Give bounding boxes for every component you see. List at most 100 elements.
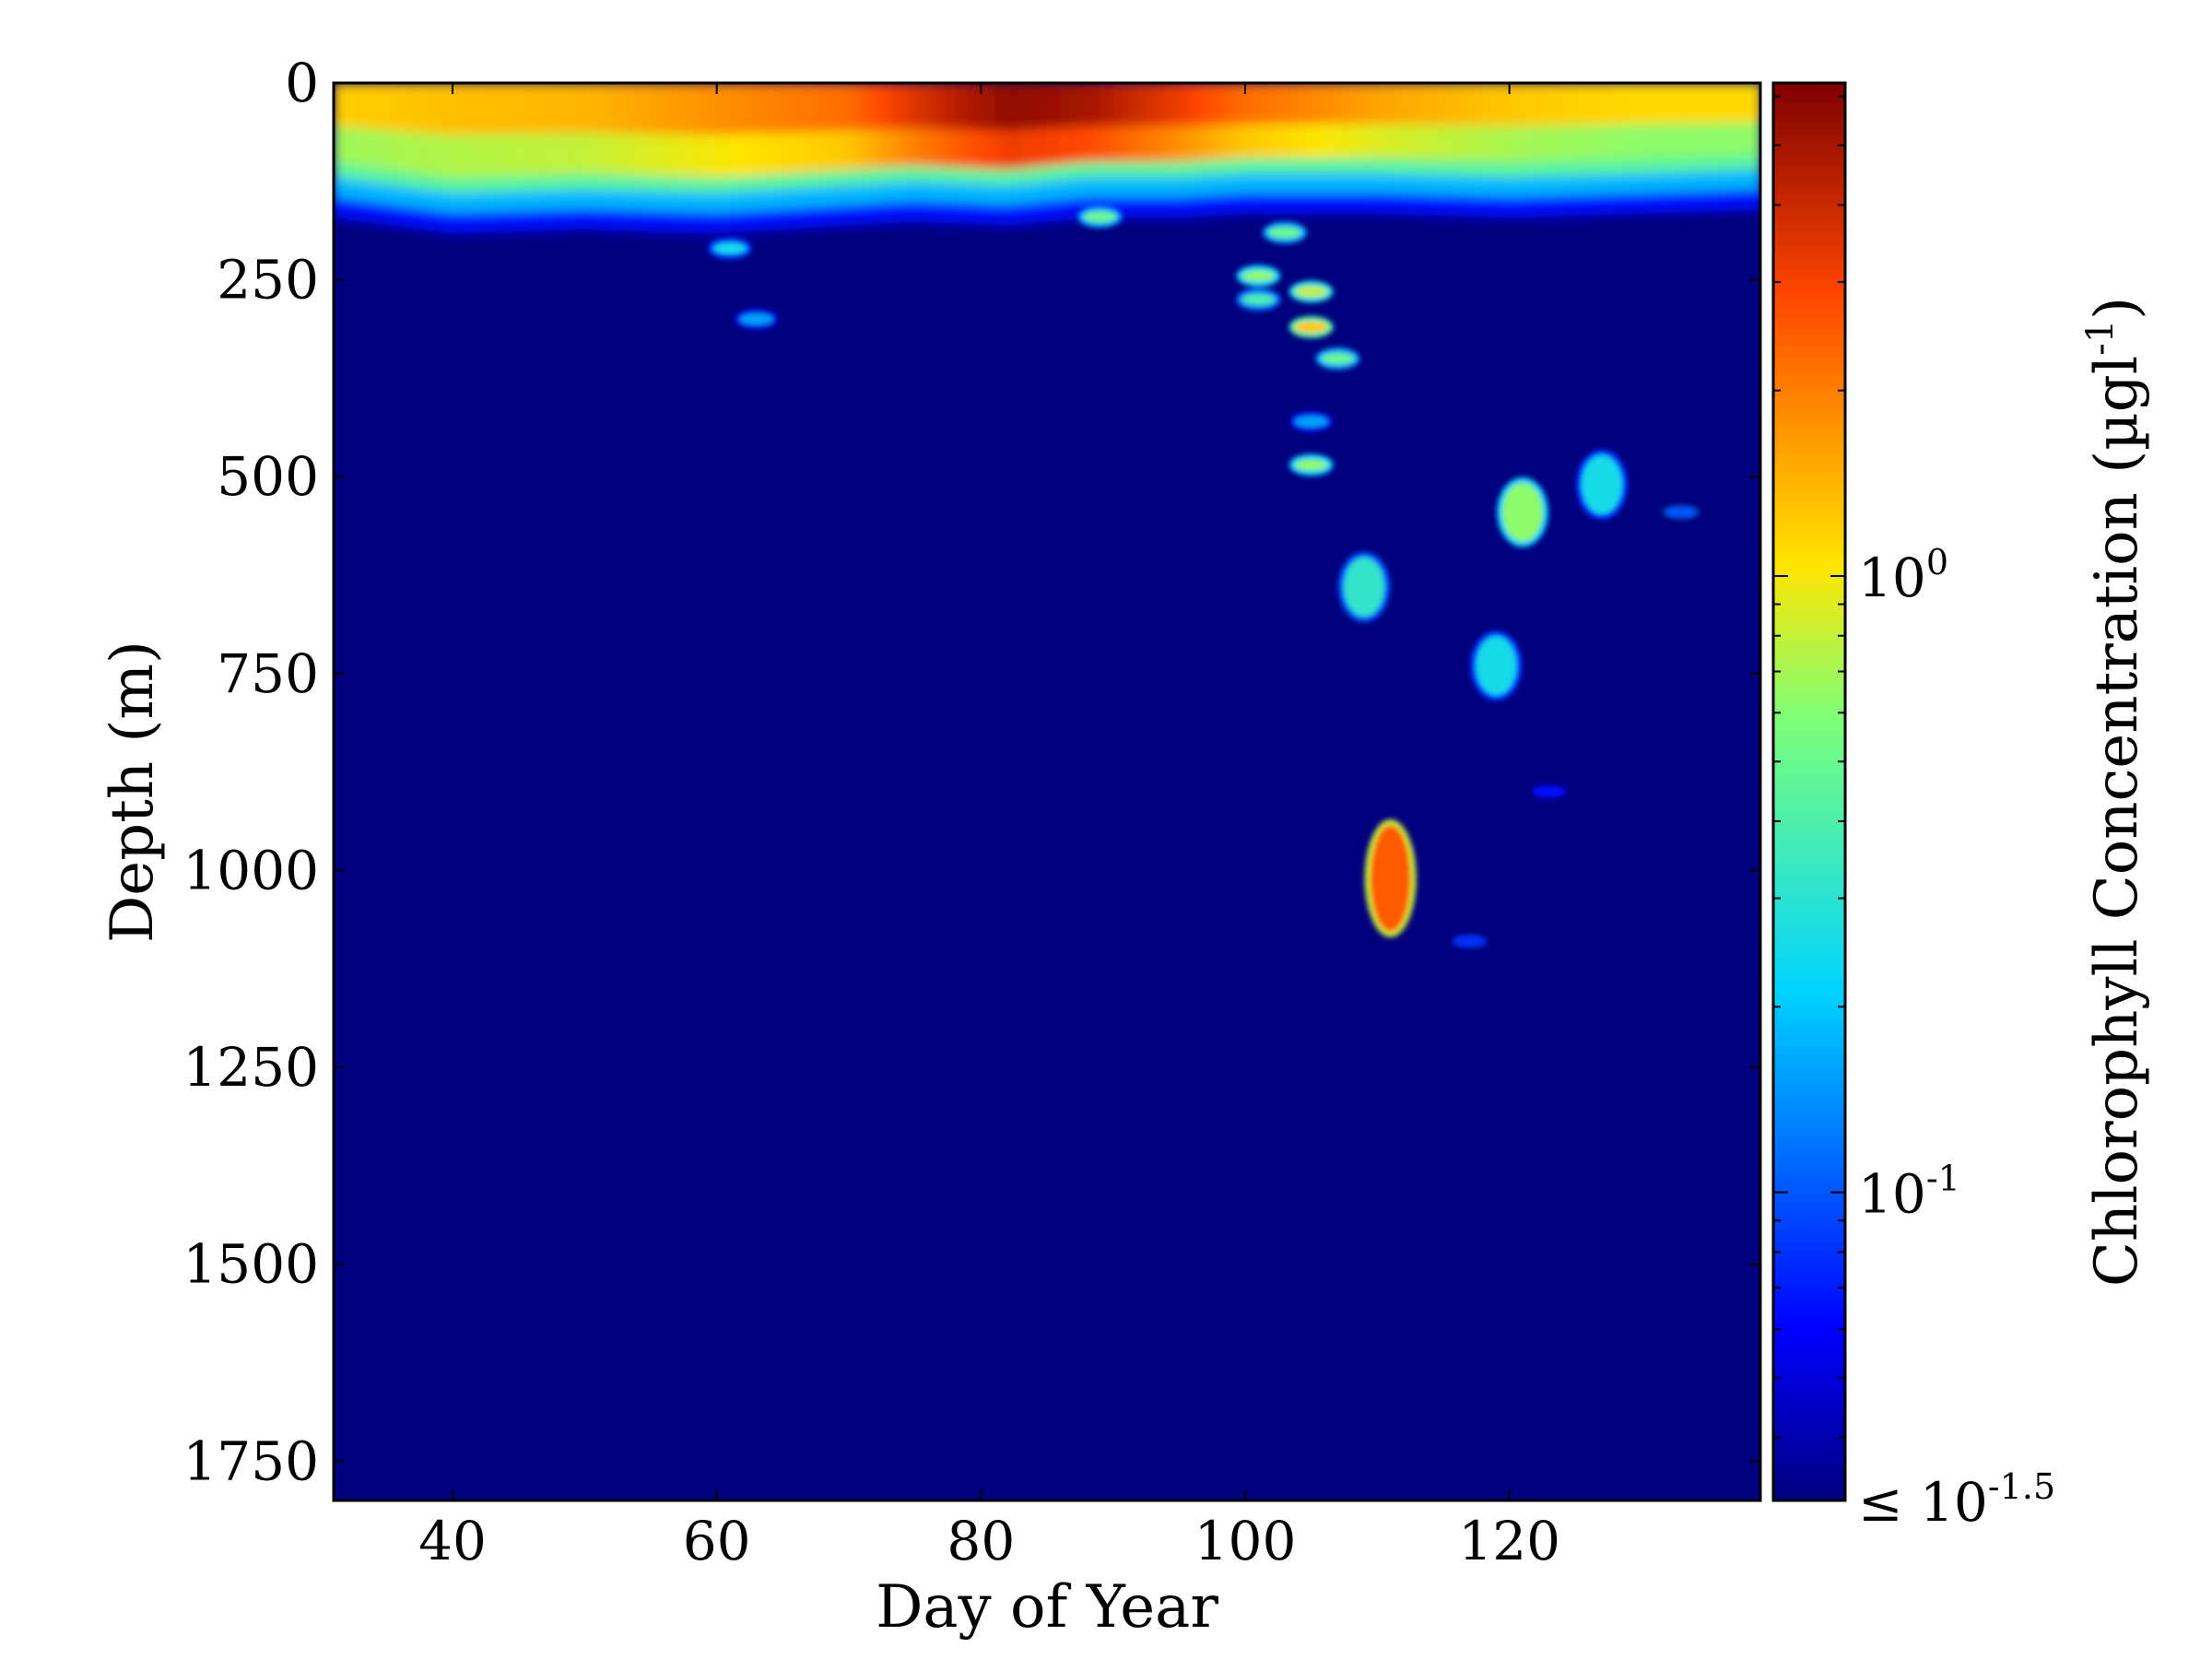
y-tick-label: 250 [217, 249, 319, 312]
surface-cell [1535, 176, 1550, 197]
patch [1344, 557, 1384, 617]
surface-cell [624, 190, 639, 212]
surface-cell [505, 175, 520, 193]
surface-cell [465, 176, 480, 194]
surface-cell [1206, 124, 1220, 161]
surface-cell [1548, 83, 1563, 127]
surface-cell [1417, 194, 1431, 216]
surface-cell [1575, 175, 1590, 196]
surface-cell [1179, 161, 1194, 179]
surface-cell [465, 212, 480, 233]
surface-cell [954, 83, 969, 131]
surface-cell [1667, 83, 1682, 124]
surface-cell [1496, 161, 1511, 179]
surface-cell [1337, 124, 1352, 159]
surface-cell [347, 83, 361, 129]
surface-cell [1126, 196, 1141, 218]
surface-cell [1575, 194, 1590, 216]
surface-cell [1206, 159, 1220, 177]
surface-cell [1271, 173, 1286, 194]
surface-cell [1112, 161, 1127, 179]
surface-cell [1654, 124, 1669, 159]
surface-cell [478, 211, 493, 233]
patch [1083, 211, 1117, 223]
surface-cell [532, 83, 547, 135]
surface-cell [347, 127, 361, 166]
surface-cell [1298, 83, 1312, 125]
surface-cell [703, 212, 718, 234]
patch [1502, 482, 1543, 542]
plot-background [334, 83, 1760, 1500]
surface-cell [756, 174, 771, 192]
surface-cell [439, 83, 453, 135]
surface-cell [1152, 196, 1167, 218]
surface-cell [1112, 177, 1127, 198]
surface-cell [478, 83, 493, 135]
surface-cell [1258, 158, 1273, 175]
surface-cell [664, 83, 678, 135]
surface-cell [426, 174, 441, 192]
surface-cell [1523, 176, 1537, 198]
surface-cell [1258, 173, 1273, 194]
surface-cell [1390, 158, 1405, 175]
surface-cell [1456, 176, 1471, 197]
surface-cell [690, 176, 705, 194]
surface-cell [334, 162, 348, 180]
surface-cell [571, 133, 586, 175]
surface-cell [1456, 159, 1471, 178]
surface-cell [373, 83, 388, 131]
surface-cell [1364, 173, 1379, 194]
surface-cell [373, 203, 388, 224]
surface-cell [1469, 176, 1484, 197]
surface-cell [1654, 83, 1669, 125]
surface-cell [1139, 125, 1154, 163]
surface-cell [703, 177, 718, 194]
surface-cell [1311, 124, 1325, 159]
surface-cell [849, 184, 864, 206]
surface-cell [968, 203, 982, 225]
surface-cell [743, 134, 758, 177]
surface-cell [1628, 124, 1642, 159]
surface-cell [492, 211, 507, 232]
surface-cell [994, 205, 1008, 226]
surface-cell [1020, 167, 1035, 184]
surface-cell [1654, 192, 1669, 214]
surface-cell [1390, 83, 1405, 125]
surface-cell [386, 130, 401, 171]
surface-cell [399, 83, 414, 133]
colorbar [1771, 81, 1847, 1502]
surface-cell [941, 167, 956, 184]
surface-cell [1179, 83, 1194, 127]
surface-cell [1694, 156, 1709, 173]
surface-cell [1218, 83, 1233, 126]
surface-cell [928, 202, 943, 223]
surface-cell [1033, 166, 1048, 183]
surface-cell [795, 207, 810, 229]
surface-cell [901, 128, 916, 168]
surface-cell [1377, 83, 1392, 125]
surface-cell [1337, 83, 1352, 125]
surface-cell [1324, 173, 1339, 194]
surface-cell [1404, 174, 1418, 195]
surface-cell [1443, 159, 1458, 177]
surface-cell [1311, 193, 1325, 214]
surface-cell [770, 209, 784, 230]
surface-cell [1298, 124, 1312, 159]
surface-cell [1377, 158, 1392, 175]
surface-cell [1615, 173, 1630, 195]
surface-cell [770, 189, 784, 211]
surface-cell [492, 83, 507, 135]
surface-cell [1628, 173, 1642, 194]
surface-cell [1628, 83, 1642, 125]
surface-cell [862, 83, 877, 131]
surface-cell [928, 128, 943, 168]
surface-cell [1575, 124, 1590, 161]
surface-cell [730, 192, 745, 213]
surface-cell [439, 176, 453, 194]
surface-cell [637, 175, 652, 193]
surface-cell [888, 182, 903, 204]
surface-cell [862, 168, 877, 185]
surface-cell [1311, 173, 1325, 194]
surface-cell [1707, 191, 1722, 212]
surface-cell [611, 190, 626, 211]
